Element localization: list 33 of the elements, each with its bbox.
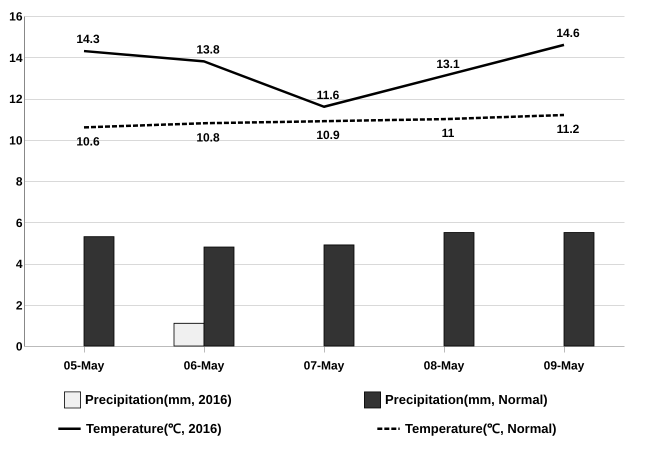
y-tick-label: 8 [16, 174, 23, 188]
bar [564, 232, 594, 346]
x-tick-label: 07-May [304, 358, 345, 372]
data-label: 13.8 [196, 42, 220, 56]
y-tick-label: 14 [9, 50, 23, 65]
y-tick-label: 10 [9, 133, 23, 148]
legend-label: Temperature(℃, Normal) [405, 420, 556, 436]
legend-label: Precipitation(mm, Normal) [385, 392, 548, 407]
y-tick-label: 6 [16, 216, 23, 230]
data-label: 11.6 [316, 88, 340, 102]
data-label: 14.6 [556, 26, 580, 40]
data-label: 11 [442, 126, 455, 140]
x-tick-label: 05-May [64, 358, 105, 372]
line-series [82, 44, 566, 108]
y-tick-label: 16 [9, 10, 23, 24]
bar [324, 244, 354, 346]
data-label: 10.9 [316, 128, 340, 142]
data-label: 13.1 [436, 56, 460, 71]
bar [84, 236, 114, 346]
y-tick-label: 2 [16, 298, 23, 312]
x-tick-label: 08-May [424, 358, 465, 372]
legend-label: Temperature(℃, 2016) [86, 420, 222, 436]
x-tick-label: 06-May [184, 358, 225, 372]
legend-label: Precipitation(mm, 2016) [85, 392, 232, 407]
y-tick-label: 0 [16, 340, 23, 354]
data-label: 11.2 [556, 122, 580, 136]
bar [444, 232, 474, 346]
y-tick-label: 4 [16, 257, 23, 271]
data-label: 10.8 [196, 130, 220, 144]
y-tick-label: 12 [9, 92, 23, 106]
data-label: 10.6 [76, 134, 100, 148]
x-tick-label: 09-May [544, 358, 585, 372]
data-label: 14.3 [76, 32, 100, 46]
